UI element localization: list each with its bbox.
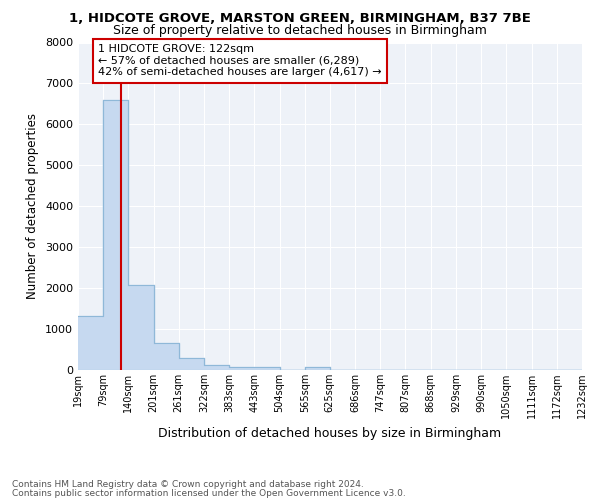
Text: Size of property relative to detached houses in Birmingham: Size of property relative to detached ho… bbox=[113, 24, 487, 37]
Y-axis label: Number of detached properties: Number of detached properties bbox=[26, 114, 40, 299]
Text: Contains public sector information licensed under the Open Government Licence v3: Contains public sector information licen… bbox=[12, 488, 406, 498]
Text: 1 HIDCOTE GROVE: 122sqm
← 57% of detached houses are smaller (6,289)
42% of semi: 1 HIDCOTE GROVE: 122sqm ← 57% of detache… bbox=[98, 44, 382, 78]
Text: Contains HM Land Registry data © Crown copyright and database right 2024.: Contains HM Land Registry data © Crown c… bbox=[12, 480, 364, 489]
Polygon shape bbox=[78, 100, 582, 370]
X-axis label: Distribution of detached houses by size in Birmingham: Distribution of detached houses by size … bbox=[158, 426, 502, 440]
Text: 1, HIDCOTE GROVE, MARSTON GREEN, BIRMINGHAM, B37 7BE: 1, HIDCOTE GROVE, MARSTON GREEN, BIRMING… bbox=[69, 12, 531, 26]
